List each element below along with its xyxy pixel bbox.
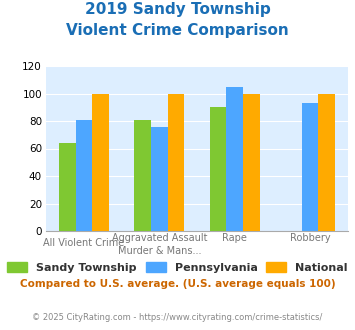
Text: Violent Crime Comparison: Violent Crime Comparison <box>66 23 289 38</box>
Bar <box>302 103 318 231</box>
Text: Murder & Mans...: Murder & Mans... <box>118 246 201 256</box>
Text: Compared to U.S. average. (U.S. average equals 100): Compared to U.S. average. (U.S. average … <box>20 279 335 289</box>
Bar <box>92 93 109 231</box>
Bar <box>210 107 226 231</box>
Bar <box>226 86 243 231</box>
Text: Robbery: Robbery <box>290 233 331 243</box>
Legend: Sandy Township, Pennsylvania, National: Sandy Township, Pennsylvania, National <box>3 258 352 278</box>
Bar <box>151 126 168 231</box>
Text: © 2025 CityRating.com - https://www.cityrating.com/crime-statistics/: © 2025 CityRating.com - https://www.city… <box>32 314 323 322</box>
Bar <box>168 93 184 231</box>
Bar <box>318 93 335 231</box>
Text: Rape: Rape <box>222 233 247 243</box>
Bar <box>59 143 76 231</box>
Text: 2019 Sandy Township: 2019 Sandy Township <box>84 2 271 16</box>
Bar <box>76 120 92 231</box>
Text: Aggravated Assault: Aggravated Assault <box>111 233 207 243</box>
Bar <box>243 93 260 231</box>
Bar <box>135 120 151 231</box>
Text: All Violent Crime: All Violent Crime <box>43 238 125 248</box>
